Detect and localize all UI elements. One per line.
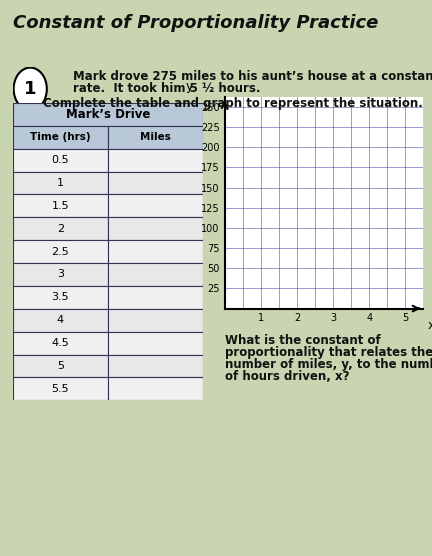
FancyBboxPatch shape bbox=[13, 240, 108, 263]
FancyBboxPatch shape bbox=[13, 286, 108, 309]
FancyBboxPatch shape bbox=[108, 286, 203, 309]
FancyBboxPatch shape bbox=[108, 309, 203, 332]
Text: Time (hrs): Time (hrs) bbox=[30, 132, 91, 142]
Text: 3: 3 bbox=[57, 270, 64, 280]
Text: 1: 1 bbox=[24, 80, 36, 98]
FancyBboxPatch shape bbox=[108, 126, 203, 148]
Text: 4: 4 bbox=[57, 315, 64, 325]
Text: 2: 2 bbox=[57, 224, 64, 234]
Text: 0.5: 0.5 bbox=[52, 155, 69, 165]
Text: rate.  It took him 5 ½ hours.: rate. It took him 5 ½ hours. bbox=[73, 82, 261, 95]
Y-axis label: y: y bbox=[185, 80, 193, 93]
FancyBboxPatch shape bbox=[13, 217, 108, 240]
Text: number of miles, y, to the number: number of miles, y, to the number bbox=[225, 358, 432, 371]
Text: Mark drove 275 miles to his aunt’s house at a constant: Mark drove 275 miles to his aunt’s house… bbox=[73, 70, 432, 82]
Text: 1: 1 bbox=[57, 178, 64, 188]
FancyBboxPatch shape bbox=[13, 148, 108, 171]
FancyBboxPatch shape bbox=[108, 332, 203, 355]
Text: Constant of Proportionality Practice: Constant of Proportionality Practice bbox=[13, 14, 378, 32]
Text: 1.5: 1.5 bbox=[52, 201, 69, 211]
Text: 2.5: 2.5 bbox=[51, 247, 70, 256]
FancyBboxPatch shape bbox=[108, 217, 203, 240]
Text: What is the constant of: What is the constant of bbox=[225, 334, 381, 346]
FancyBboxPatch shape bbox=[108, 171, 203, 195]
Text: Miles: Miles bbox=[140, 132, 171, 142]
FancyBboxPatch shape bbox=[108, 355, 203, 378]
Text: 4.5: 4.5 bbox=[51, 338, 70, 348]
Text: 5: 5 bbox=[57, 361, 64, 371]
FancyBboxPatch shape bbox=[108, 263, 203, 286]
FancyBboxPatch shape bbox=[13, 171, 108, 195]
FancyBboxPatch shape bbox=[13, 332, 108, 355]
Text: 3.5: 3.5 bbox=[52, 292, 69, 302]
FancyBboxPatch shape bbox=[13, 195, 108, 217]
Text: Complete the table and graph to represent the situation.: Complete the table and graph to represen… bbox=[43, 97, 423, 110]
FancyBboxPatch shape bbox=[13, 309, 108, 332]
X-axis label: x: x bbox=[428, 319, 432, 332]
Text: proportionality that relates the: proportionality that relates the bbox=[225, 346, 432, 359]
FancyBboxPatch shape bbox=[13, 263, 108, 286]
Text: 5.5: 5.5 bbox=[52, 384, 69, 394]
FancyBboxPatch shape bbox=[108, 148, 203, 171]
FancyBboxPatch shape bbox=[108, 378, 203, 400]
FancyBboxPatch shape bbox=[13, 378, 108, 400]
Text: Mark’s Drive: Mark’s Drive bbox=[66, 108, 150, 121]
Circle shape bbox=[14, 68, 47, 110]
FancyBboxPatch shape bbox=[13, 126, 108, 148]
FancyBboxPatch shape bbox=[108, 240, 203, 263]
FancyBboxPatch shape bbox=[13, 355, 108, 378]
Text: of hours driven, x?: of hours driven, x? bbox=[225, 370, 349, 383]
FancyBboxPatch shape bbox=[108, 195, 203, 217]
FancyBboxPatch shape bbox=[13, 103, 203, 126]
